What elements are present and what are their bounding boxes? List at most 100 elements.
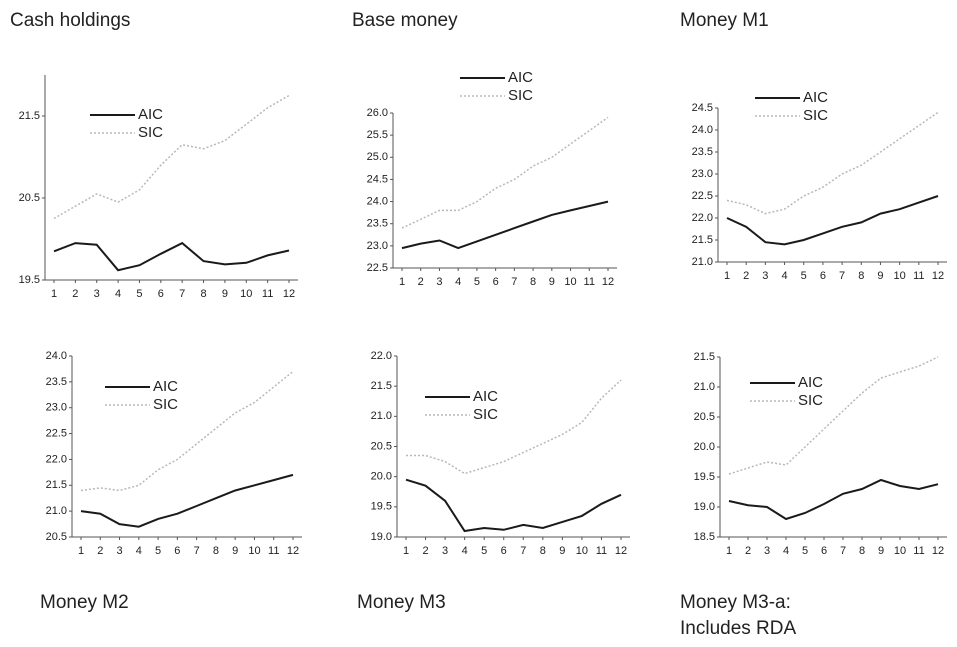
x-tick-label: 1 — [724, 270, 730, 282]
y-tick-label: 24.5 — [367, 173, 388, 185]
legend-label: AIC — [798, 374, 823, 391]
x-tick-label: 2 — [72, 288, 78, 300]
legend-label: SIC — [138, 124, 163, 141]
y-tick-label: 19.5 — [19, 274, 40, 286]
legend-label: AIC — [803, 89, 828, 106]
x-tick-label: 7 — [839, 270, 845, 282]
series-line — [405, 478, 622, 533]
y-tick-label: 24.0 — [367, 195, 388, 207]
y-tick-label: 21.0 — [46, 505, 67, 517]
x-tick-label: 4 — [136, 545, 142, 557]
y-tick-label: 20.5 — [371, 440, 392, 452]
x-tick-label: 7 — [179, 288, 185, 300]
series-line — [726, 111, 939, 215]
x-tick-label: 6 — [158, 288, 164, 300]
x-tick-label: 11 — [913, 545, 924, 557]
x-tick-label: 12 — [615, 545, 627, 557]
x-tick-label: 5 — [155, 545, 161, 557]
y-tick-label: 23.5 — [692, 146, 713, 158]
x-tick-label: 1 — [51, 288, 57, 300]
legend-label: SIC — [153, 396, 178, 413]
chart-title: Base money — [352, 10, 458, 31]
y-tick-label: 21.5 — [694, 351, 715, 363]
y-tick-label: 20.5 — [19, 192, 40, 204]
x-tick-label: 12 — [283, 288, 295, 300]
x-tick-label: 4 — [455, 276, 461, 288]
series-line — [728, 478, 939, 521]
series-line — [406, 379, 622, 475]
chart-title: Cash holdings — [10, 10, 131, 31]
x-tick-label: 8 — [200, 288, 206, 300]
y-tick-label: 22.5 — [367, 262, 388, 274]
x-tick-label: 8 — [530, 276, 536, 288]
y-tick-label: 22.0 — [46, 453, 67, 465]
x-tick-label: 4 — [781, 270, 787, 282]
y-tick-label: 22.5 — [46, 427, 67, 439]
y-tick-label: 25.5 — [367, 129, 388, 141]
x-tick-label: 12 — [287, 545, 299, 557]
chart-title: Money M3 — [357, 592, 446, 613]
y-tick-label: 23.5 — [46, 376, 67, 388]
y-tick-label: 19.0 — [371, 531, 392, 543]
x-tick-label: 11 — [596, 545, 607, 557]
y-tick-label: 21.5 — [19, 110, 40, 122]
x-tick-label: 3 — [116, 545, 122, 557]
y-tick-label: 25.0 — [367, 151, 388, 163]
x-tick-label: 4 — [783, 545, 789, 557]
series-line — [53, 241, 290, 272]
legend-label: SIC — [508, 87, 533, 104]
x-tick-label: 5 — [801, 270, 807, 282]
chart-title: Money M2 — [40, 592, 129, 613]
legend-label: AIC — [473, 388, 498, 405]
x-tick-label: 11 — [268, 545, 279, 557]
series-line — [726, 195, 939, 246]
x-tick-label: 7 — [194, 545, 200, 557]
y-tick-label: 24.0 — [692, 124, 713, 136]
series-line — [80, 370, 294, 492]
x-tick-label: 10 — [564, 276, 576, 288]
y-tick-label: 22.0 — [371, 350, 392, 362]
x-tick-label: 11 — [584, 276, 595, 288]
x-tick-label: 3 — [442, 545, 448, 557]
x-tick-label: 4 — [115, 288, 121, 300]
y-tick-label: 20.5 — [694, 411, 715, 423]
y-tick-label: 21.0 — [371, 410, 392, 422]
x-tick-label: 3 — [764, 545, 770, 557]
x-tick-label: 1 — [403, 545, 409, 557]
x-tick-label: 8 — [858, 270, 864, 282]
legend-label: SIC — [798, 392, 823, 409]
x-tick-label: 11 — [913, 270, 924, 282]
series-line — [80, 473, 294, 528]
x-tick-label: 10 — [894, 270, 906, 282]
y-tick-label: 20.5 — [46, 531, 67, 543]
x-tick-label: 8 — [540, 545, 546, 557]
x-tick-label: 6 — [493, 276, 499, 288]
x-tick-label: 12 — [932, 545, 944, 557]
x-tick-label: 4 — [462, 545, 468, 557]
x-tick-label: 9 — [878, 545, 884, 557]
y-tick-label: 20.0 — [694, 441, 715, 453]
x-tick-label: 9 — [222, 288, 228, 300]
x-tick-label: 2 — [418, 276, 424, 288]
y-tick-label: 19.5 — [371, 501, 392, 513]
x-tick-label: 9 — [877, 270, 883, 282]
y-tick-label: 19.0 — [694, 501, 715, 513]
series-line — [53, 94, 290, 220]
x-tick-label: 3 — [436, 276, 442, 288]
y-tick-label: 20.0 — [371, 471, 392, 483]
legend-label: AIC — [153, 378, 178, 395]
y-tick-label: 21.5 — [692, 234, 713, 246]
x-tick-label: 7 — [511, 276, 517, 288]
x-tick-label: 5 — [136, 288, 142, 300]
x-tick-label: 10 — [248, 545, 260, 557]
x-tick-label: 2 — [422, 545, 428, 557]
x-tick-label: 8 — [213, 545, 219, 557]
y-tick-label: 21.0 — [692, 256, 713, 268]
x-tick-label: 1 — [726, 545, 732, 557]
x-tick-label: 6 — [821, 545, 827, 557]
y-tick-label: 23.5 — [367, 218, 388, 230]
x-tick-label: 3 — [94, 288, 100, 300]
legend-label: SIC — [803, 107, 828, 124]
